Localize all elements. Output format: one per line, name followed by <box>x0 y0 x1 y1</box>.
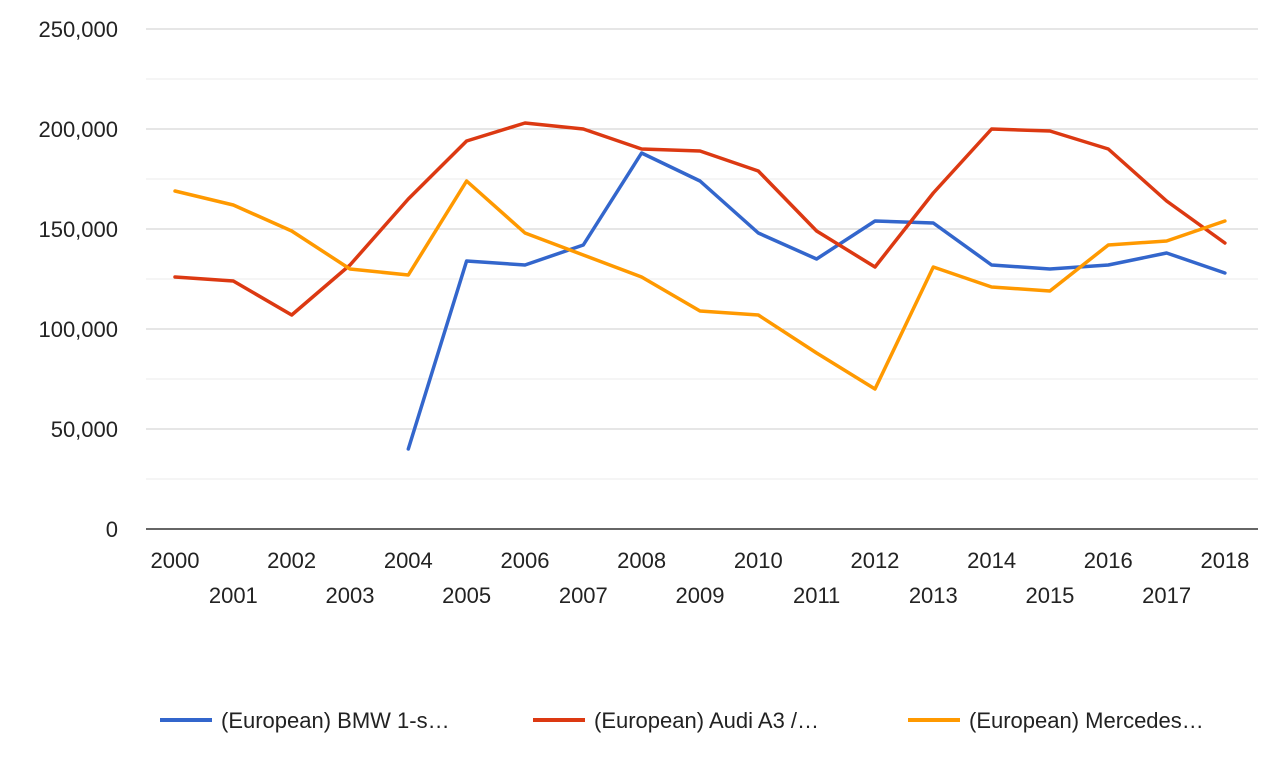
series-line-2 <box>173 121 1227 317</box>
x-tick-label: 2007 <box>559 583 608 608</box>
legend-label: (European) BMW 1-s… <box>221 708 450 733</box>
x-tick-label: 2006 <box>501 548 550 573</box>
series-layer <box>173 121 1227 451</box>
x-tick-label: 2015 <box>1025 583 1074 608</box>
x-tick-label: 2003 <box>326 583 375 608</box>
legend: (European) BMW 1-s… (European) Audi A3 /…… <box>160 708 1204 733</box>
x-tick-label: 2008 <box>617 548 666 573</box>
series-line-1 <box>406 151 1227 451</box>
x-tick-label: 2001 <box>209 583 258 608</box>
y-tick-label: 100,000 <box>38 317 118 342</box>
legend-label: (European) Audi A3 /… <box>594 708 819 733</box>
x-tick-label: 2009 <box>675 583 724 608</box>
x-tick-label: 2002 <box>267 548 316 573</box>
y-tick-label: 0 <box>106 517 118 542</box>
y-tick-label: 50,000 <box>51 417 118 442</box>
x-tick-label: 2004 <box>384 548 433 573</box>
x-tick-label: 2013 <box>909 583 958 608</box>
axis-layer: 0 50,000 100,000 150,000 200,000 250,000 2000 2… <box>38 17 1258 608</box>
x-tick-label: 2018 <box>1200 548 1249 573</box>
series-line-3 <box>173 179 1227 391</box>
grid-layer <box>146 28 1258 480</box>
y-tick-label: 150,000 <box>38 217 118 242</box>
x-tick-label: 2000 <box>151 548 200 573</box>
legend-label: (European) Mercedes… <box>969 708 1204 733</box>
x-tick-label: 2016 <box>1084 548 1133 573</box>
x-tick-label: 2011 <box>793 583 840 608</box>
x-tick-label: 2014 <box>967 548 1016 573</box>
x-tick-label: 2010 <box>734 548 783 573</box>
x-tick-label: 2012 <box>850 548 899 573</box>
y-tick-label: 200,000 <box>38 117 118 142</box>
x-tick-label: 2017 <box>1142 583 1191 608</box>
y-tick-label: 250,000 <box>38 17 118 42</box>
x-tick-label: 2005 <box>442 583 491 608</box>
